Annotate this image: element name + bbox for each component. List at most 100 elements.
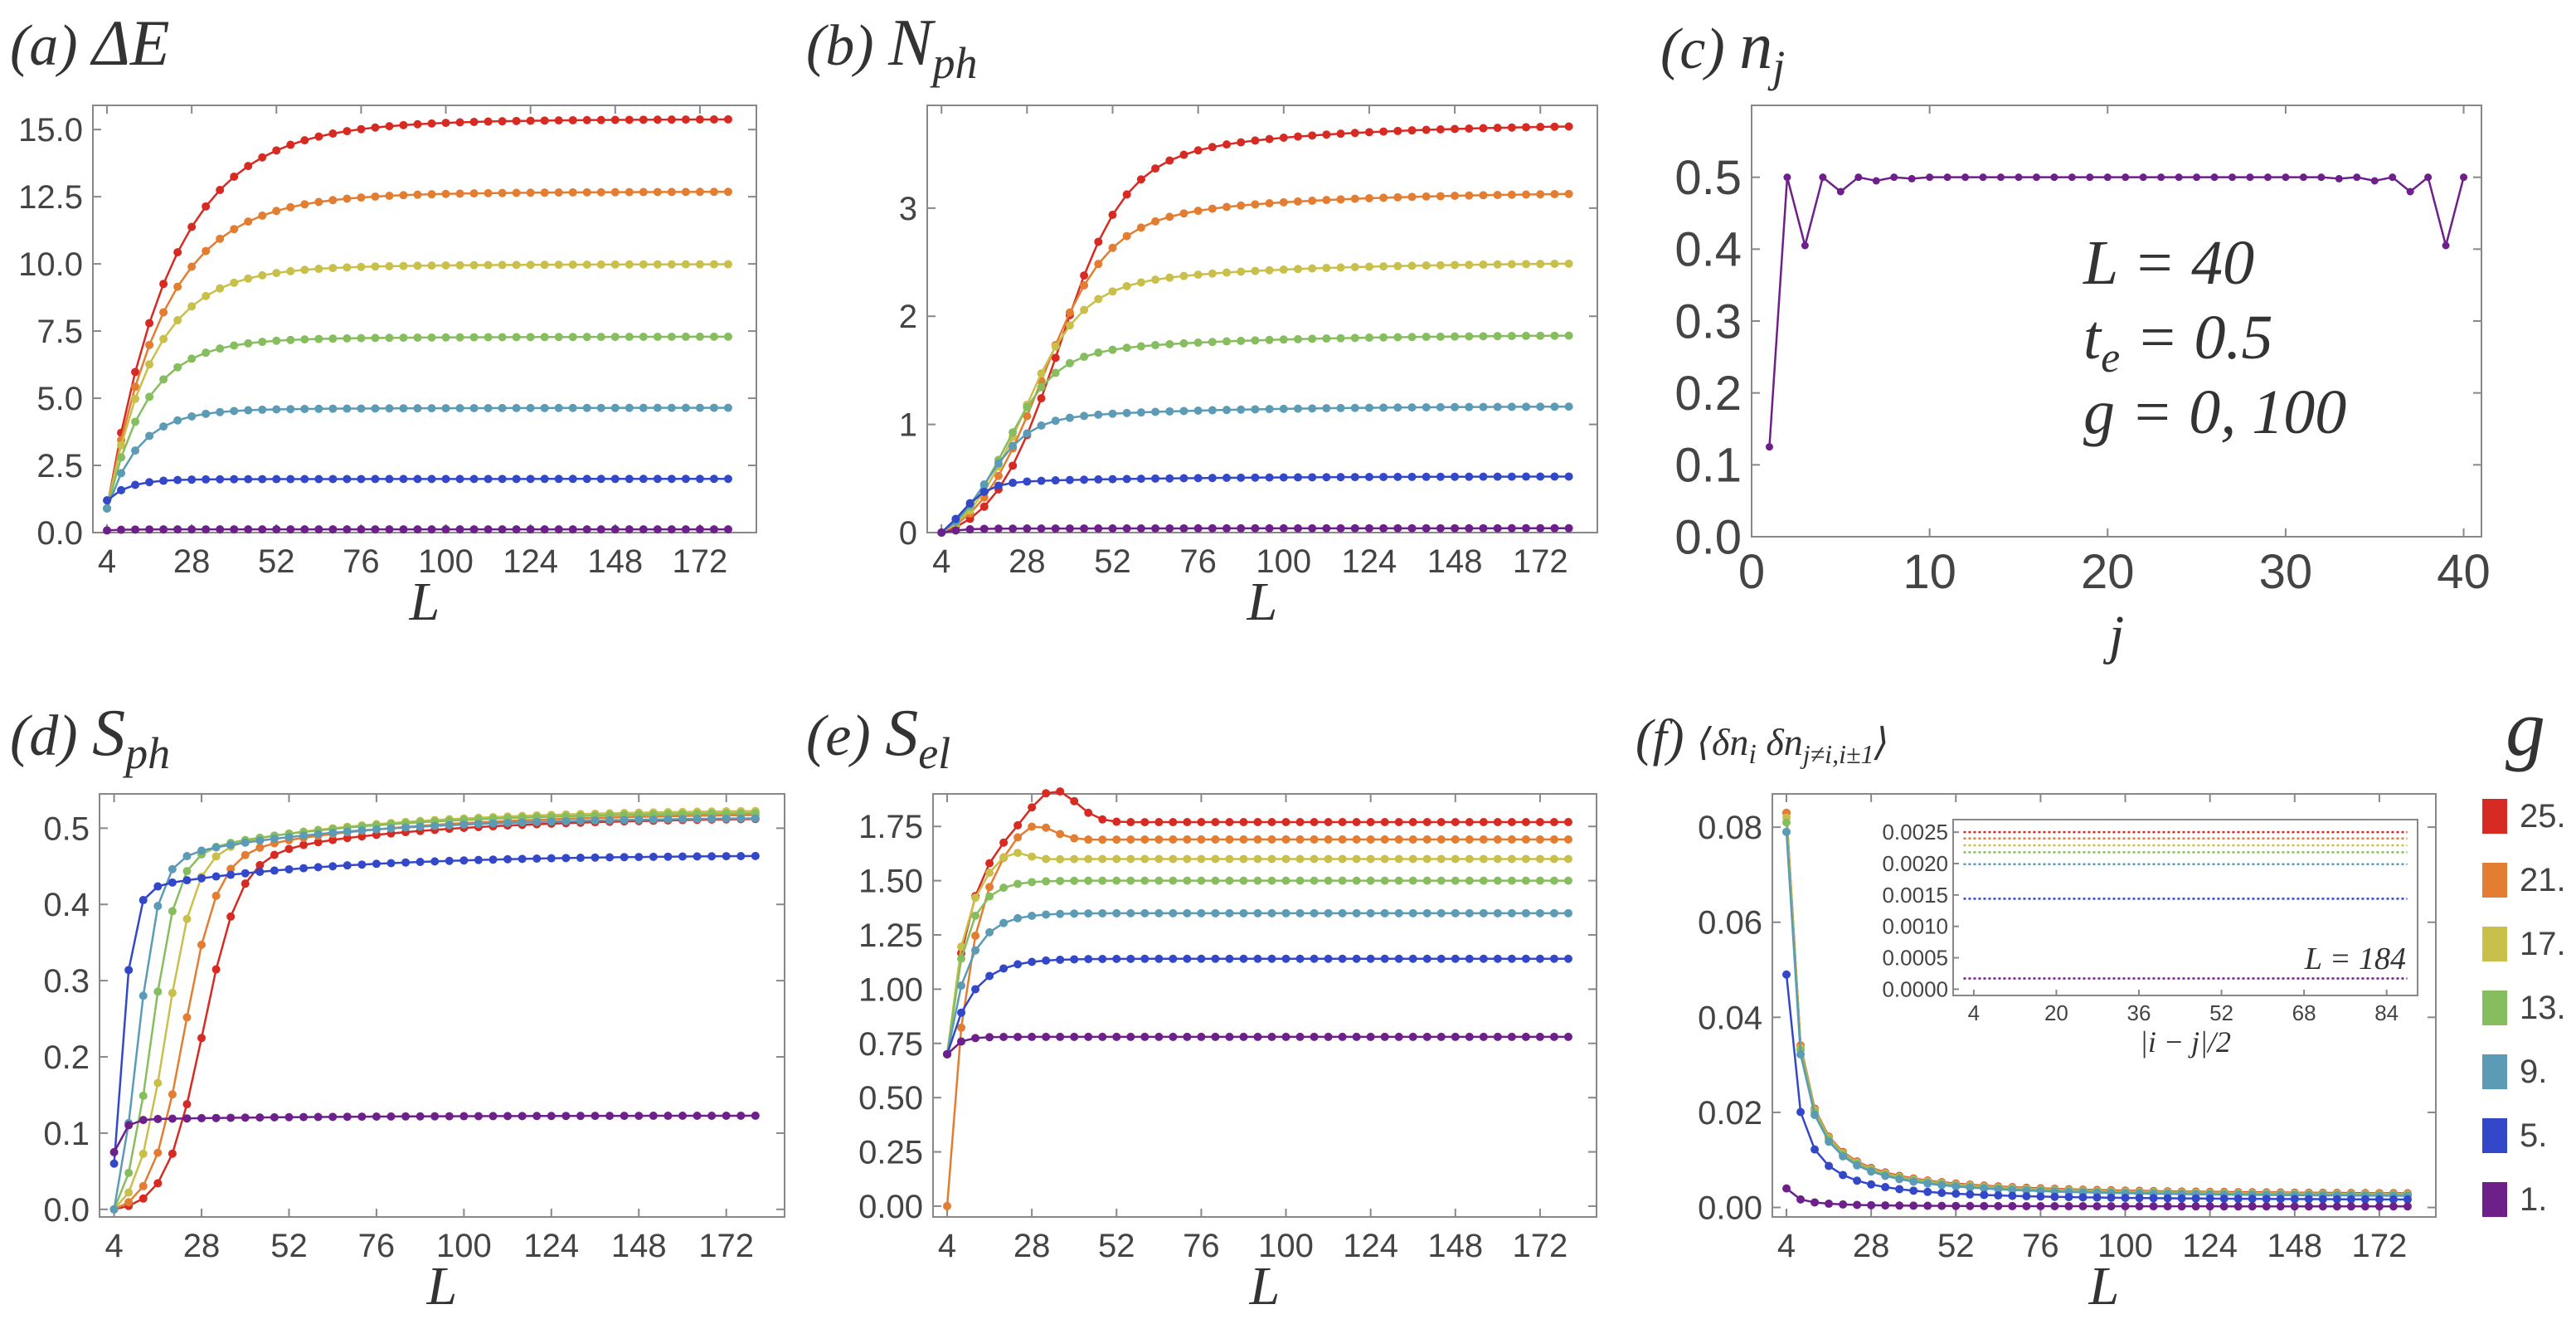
data-point [1451, 954, 1460, 963]
data-point [2370, 177, 2379, 185]
data-point [385, 525, 394, 534]
data-point [286, 525, 295, 534]
annotation-L: L = 40 [2083, 228, 2254, 298]
data-point [1408, 908, 1417, 917]
data-point [1108, 409, 1117, 418]
data-point [1549, 876, 1558, 885]
data-point [1136, 475, 1145, 484]
data-point [2050, 1192, 2059, 1201]
x-tick-label: 76 [343, 543, 380, 580]
data-point [300, 200, 309, 209]
data-point [512, 475, 521, 484]
data-point [1338, 954, 1347, 963]
data-point [2332, 1202, 2341, 1211]
data-point [965, 525, 975, 534]
data-point [1098, 908, 1107, 917]
data-point [1211, 818, 1220, 827]
data-point [328, 525, 338, 534]
data-point [1051, 342, 1060, 351]
data-point [197, 1113, 207, 1122]
data-point [1563, 835, 1572, 844]
data-point [1253, 1032, 1262, 1041]
data-point [1908, 174, 1916, 183]
data-point [455, 189, 464, 198]
data-point [1183, 818, 1192, 827]
data-point [639, 115, 648, 124]
data-point [399, 525, 408, 534]
data-point [173, 282, 182, 291]
data-point [1080, 524, 1089, 533]
data-point [1265, 405, 1274, 414]
data-point [328, 828, 338, 837]
data-point [518, 1112, 527, 1121]
data-point [2163, 1194, 2172, 1203]
data-point [244, 217, 253, 226]
data-point [469, 333, 479, 342]
x-tick-label: 148 [587, 543, 643, 580]
data-point [1251, 523, 1260, 533]
data-point [561, 1112, 571, 1121]
data-point [1080, 280, 1089, 290]
data-point [1324, 835, 1333, 844]
data-point [258, 153, 267, 162]
data-point [1522, 190, 1531, 199]
data-point [498, 475, 507, 484]
data-point [2015, 173, 2023, 182]
data-point [1239, 854, 1248, 864]
data-point [1136, 523, 1145, 533]
data-point [1336, 195, 1345, 204]
data-point [1364, 403, 1373, 412]
data-point [1308, 196, 1317, 205]
data-point [625, 115, 634, 124]
data-point [999, 883, 1009, 893]
data-point [540, 475, 549, 484]
y-tick-label: 0.25 [858, 1135, 923, 1171]
data-point [1056, 787, 1065, 796]
data-point [1122, 408, 1131, 417]
data-point [723, 403, 732, 412]
data-point [430, 857, 440, 866]
data-point [2008, 1201, 2017, 1210]
data-point [667, 525, 676, 534]
data-point [1183, 876, 1192, 885]
data-point [1350, 473, 1359, 482]
y-tick-label: 1.75 [858, 809, 923, 845]
data-point [1366, 835, 1375, 844]
data-point [526, 116, 535, 125]
data-point [1154, 835, 1164, 844]
data-point [1951, 1189, 1961, 1198]
data-point [1493, 332, 1502, 341]
data-point [1535, 954, 1544, 963]
data-point [1310, 876, 1319, 885]
data-point [722, 852, 731, 861]
inset-y-tick-label: 0.0015 [1882, 883, 1948, 908]
data-point [168, 864, 177, 874]
data-point [1293, 523, 1302, 533]
data-point [1140, 876, 1149, 885]
data-point [971, 985, 980, 994]
legend-swatch [2482, 927, 2507, 961]
data-point [1239, 954, 1248, 963]
data-point [270, 866, 279, 875]
data-point [695, 115, 704, 124]
data-point [526, 260, 535, 270]
data-point [413, 190, 422, 199]
data-point [1222, 474, 1232, 483]
data-point [1310, 1032, 1319, 1041]
data-point [313, 838, 323, 847]
data-point [1364, 262, 1373, 271]
data-point [1451, 854, 1460, 864]
data-point [1042, 910, 1051, 919]
data-point [211, 965, 221, 974]
data-point [1422, 333, 1431, 342]
data-point [211, 891, 221, 900]
data-point [2353, 173, 2361, 182]
data-point [1179, 523, 1188, 533]
data-point [2406, 187, 2414, 196]
data-point [244, 162, 253, 171]
data-point [2121, 1193, 2130, 1202]
data-point [634, 853, 644, 862]
data-point [1493, 523, 1502, 533]
data-point [2219, 1194, 2228, 1203]
data-point [554, 403, 563, 412]
